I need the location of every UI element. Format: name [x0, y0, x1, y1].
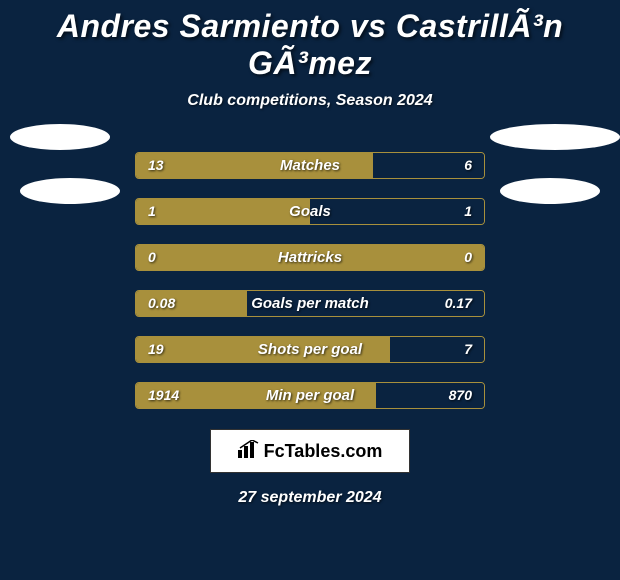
- stat-row: 11Goals: [0, 198, 620, 225]
- logo-box: FcTables.com: [210, 429, 410, 473]
- comparison-infographic: Andres Sarmiento vs CastrillÃ³n GÃ³mez C…: [0, 0, 620, 580]
- stat-row: 1914870Min per goal: [0, 382, 620, 409]
- stat-label: Matches: [135, 152, 485, 179]
- stat-label: Goals: [135, 198, 485, 225]
- decorative-ellipse: [10, 124, 110, 150]
- stat-label: Hattricks: [135, 244, 485, 271]
- stat-label: Shots per goal: [135, 336, 485, 363]
- stat-row: 0.080.17Goals per match: [0, 290, 620, 317]
- stat-label: Goals per match: [135, 290, 485, 317]
- stat-row: 00Hattricks: [0, 244, 620, 271]
- logo-icon: [238, 440, 260, 463]
- date-label: 27 september 2024: [0, 489, 620, 507]
- decorative-ellipse: [490, 124, 620, 150]
- logo-text: FcTables.com: [264, 441, 383, 462]
- page-title: Andres Sarmiento vs CastrillÃ³n GÃ³mez: [0, 8, 620, 82]
- stat-row: 136Matches: [0, 152, 620, 179]
- stat-row: 197Shots per goal: [0, 336, 620, 363]
- stat-label: Min per goal: [135, 382, 485, 409]
- page-subtitle: Club competitions, Season 2024: [0, 92, 620, 110]
